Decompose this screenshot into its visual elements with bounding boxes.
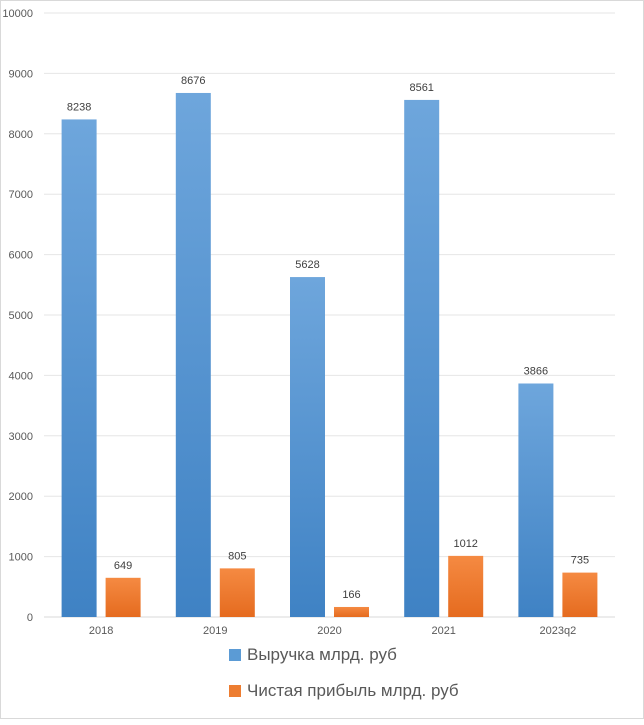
bar xyxy=(175,92,211,617)
y-tick-label: 0 xyxy=(27,612,33,624)
bar xyxy=(334,606,369,617)
bar xyxy=(61,119,97,617)
grid-layer xyxy=(44,12,615,618)
data-label: 8561 xyxy=(409,82,433,94)
legend-item-net-profit: Чистая прибыль млрд. руб xyxy=(229,673,459,709)
x-tick-label: 2023q2 xyxy=(540,625,577,637)
data-label: 5628 xyxy=(295,259,319,271)
legend-swatch-net-profit xyxy=(229,685,241,697)
data-label: 1012 xyxy=(453,538,477,550)
bar xyxy=(448,555,484,617)
y-tick-label: 1000 xyxy=(9,552,33,564)
data-label: 805 xyxy=(228,550,246,562)
y-tick-label: 8000 xyxy=(9,129,33,141)
legend-item-revenue: Выручка млрд. руб xyxy=(229,637,459,673)
legend-label-revenue: Выручка млрд. руб xyxy=(247,645,397,664)
data-label: 8238 xyxy=(67,101,91,113)
labels-layer: 0 1000 2000 3000 4000 5000 6000 7000 8000 9000 100… xyxy=(2,8,589,637)
bar xyxy=(518,383,554,617)
bar xyxy=(219,568,255,617)
y-tick-label: 4000 xyxy=(9,370,33,382)
x-tick-label: 2018 xyxy=(89,625,113,637)
x-tick-label: 2019 xyxy=(203,625,227,637)
x-tick-label: 2021 xyxy=(431,625,455,637)
y-tick-label: 5000 xyxy=(9,310,33,322)
data-label: 8676 xyxy=(181,75,205,87)
y-tick-label: 2000 xyxy=(9,491,33,503)
x-tick-label: 2020 xyxy=(317,625,341,637)
legend-swatch-revenue xyxy=(229,649,241,661)
y-tick-label: 3000 xyxy=(9,431,33,443)
bar xyxy=(105,577,141,617)
y-tick-label: 6000 xyxy=(9,250,33,262)
y-tick-label: 9000 xyxy=(9,68,33,80)
legend: Выручка млрд. руб Чистая прибыль млрд. р… xyxy=(229,637,459,709)
bar xyxy=(404,99,440,618)
data-label: 649 xyxy=(114,560,132,572)
bar xyxy=(562,572,598,617)
bars-layer xyxy=(61,92,598,618)
y-tick-label: 7000 xyxy=(9,189,33,201)
data-label: 166 xyxy=(342,589,360,601)
legend-label-net-profit: Чистая прибыль млрд. руб xyxy=(247,681,459,700)
data-label: 735 xyxy=(571,555,589,567)
y-tick-label: 10000 xyxy=(2,8,33,20)
bar xyxy=(290,277,325,617)
data-label: 3866 xyxy=(524,365,548,377)
